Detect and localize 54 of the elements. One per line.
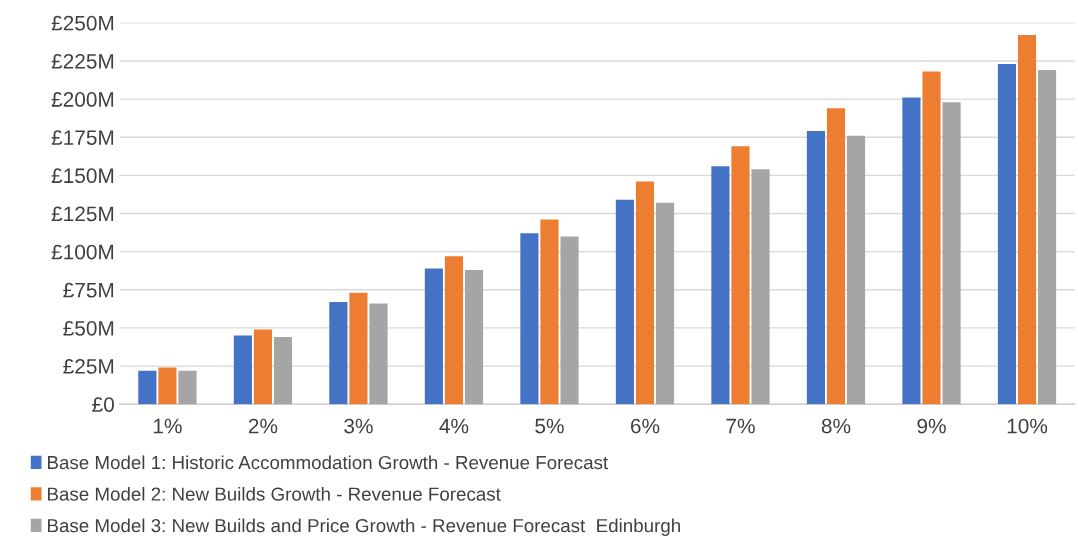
bar (711, 166, 730, 405)
bar (520, 233, 539, 405)
x-tick-label: 6% (630, 418, 660, 434)
y-tick-label: £75M (63, 282, 114, 298)
y-tick-label: £250M (51, 15, 114, 31)
bar (1037, 70, 1057, 405)
bar (233, 335, 252, 405)
x-tick-label: 4% (439, 418, 469, 434)
bar (349, 292, 368, 405)
bar (369, 303, 388, 405)
bar (424, 268, 443, 405)
bar (922, 71, 941, 405)
bar (273, 337, 293, 405)
legend-label: Base Model 1: Historic Accommodation Growth - Revenue Forecast (48, 455, 609, 470)
bar (138, 370, 157, 405)
legend-label: Base Model 2: New Builds Growth - Revenue Forecast (48, 486, 501, 501)
bar (635, 181, 655, 405)
y-tick-label: £125M (51, 206, 114, 222)
bar (329, 301, 348, 405)
x-tick-label: 1% (153, 418, 182, 434)
bar (751, 169, 770, 405)
legend-label: Base Model 3: New Builds and Price Growth - Revenue Forecast Edinburgh (48, 518, 680, 536)
bar (846, 135, 866, 405)
x-tick-label: 9% (917, 418, 946, 434)
bar (178, 370, 197, 405)
bar (540, 219, 559, 405)
y-tick-label: £100M (51, 244, 114, 260)
bar (464, 269, 484, 405)
bar (615, 199, 634, 405)
bar (560, 236, 579, 405)
bar (942, 102, 961, 405)
bar (806, 131, 826, 405)
x-tick-label: 2% (248, 418, 278, 434)
bar (731, 146, 750, 405)
bar (253, 329, 272, 405)
bar (997, 63, 1017, 405)
x-tick-label: 3% (344, 418, 373, 434)
y-tick-label: £25M (63, 359, 114, 374)
x-tick-label: 5% (535, 418, 564, 434)
bar (158, 367, 177, 405)
y-tick-label: £0 (92, 397, 114, 412)
y-tick-label: £50M (63, 320, 114, 336)
bar (1017, 35, 1037, 405)
y-tick-label: £175M (51, 130, 114, 145)
y-tick-label: £200M (51, 92, 114, 107)
y-tick-label: £150M (51, 168, 114, 184)
y-tick-label: £225M (51, 53, 114, 69)
bar (826, 108, 846, 405)
bar (655, 202, 675, 405)
bar (444, 256, 464, 405)
bar (902, 97, 921, 405)
x-tick-label: 8% (821, 418, 851, 434)
x-tick-label: 7% (726, 418, 755, 434)
x-tick-label: 10% (1007, 418, 1048, 434)
